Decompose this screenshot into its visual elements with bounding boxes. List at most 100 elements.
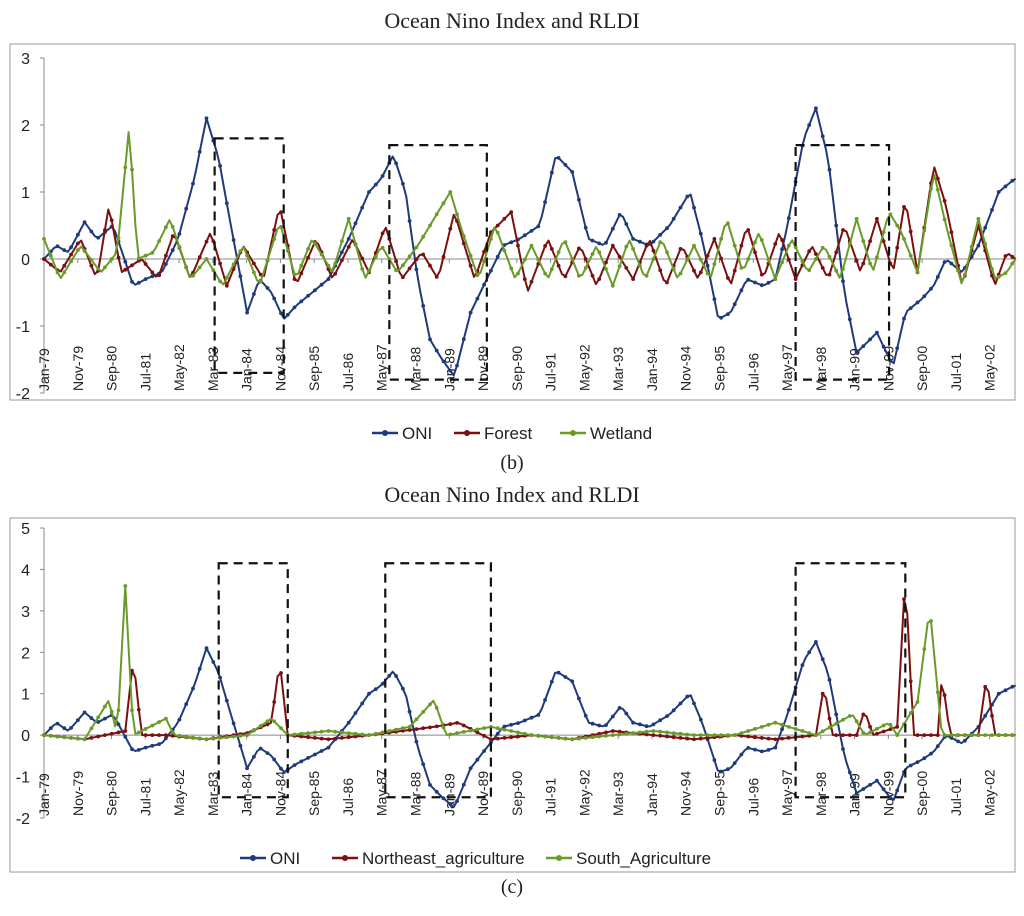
data-point [800, 259, 805, 264]
data-point [448, 722, 453, 726]
data-point [543, 200, 547, 205]
x-tick-label: May-87 [374, 769, 390, 816]
data-point [807, 650, 812, 655]
data-point [76, 232, 80, 237]
data-point [421, 234, 426, 239]
data-point [583, 713, 588, 718]
data-point [746, 228, 751, 232]
data-point [698, 270, 703, 275]
data-point [976, 243, 981, 248]
data-point [820, 729, 825, 734]
data-point [834, 733, 839, 737]
data-point [55, 244, 60, 249]
legend-item-South_Agriculture: South_Agriculture [546, 849, 711, 868]
data-point [401, 263, 405, 268]
data-point [414, 717, 419, 722]
data-point [881, 787, 886, 792]
data-point [922, 756, 927, 761]
data-point [238, 249, 243, 253]
data-point [935, 176, 940, 181]
data-point [875, 731, 879, 736]
data-point [610, 729, 615, 733]
data-point [55, 270, 60, 275]
data-point [705, 736, 710, 740]
data-point [922, 228, 927, 233]
data-point [191, 181, 195, 186]
data-point [1010, 261, 1015, 266]
x-tick-label: Jul-81 [137, 353, 153, 391]
data-point [150, 743, 155, 748]
x-tick-label: Sep-95 [711, 346, 727, 391]
data-point [238, 733, 243, 738]
data-point [509, 722, 514, 727]
data-point [698, 733, 703, 737]
legend-marker [250, 855, 256, 861]
data-point [285, 248, 290, 253]
data-point [597, 734, 602, 739]
data-point [617, 264, 622, 269]
data-point [82, 737, 87, 742]
data-point [895, 725, 900, 729]
data-point [766, 722, 771, 727]
data-point [401, 275, 405, 280]
legend-label: South_Agriculture [576, 849, 711, 868]
chart-0: -2 -1 0 1 2 3 Jan-79 Nov-79 Sep-80 Jul-81 May-82 Ma… [9, 43, 1017, 443]
data-point [644, 243, 649, 248]
data-point [211, 736, 216, 741]
data-point [678, 205, 683, 210]
data-point [401, 728, 405, 733]
data-point [665, 734, 669, 739]
data-point [103, 716, 107, 721]
data-point [150, 251, 155, 255]
data-point [671, 731, 676, 735]
x-tick-label: Mar-83 [205, 346, 221, 391]
data-point [136, 730, 141, 735]
data-point [610, 714, 615, 719]
data-point [549, 170, 554, 175]
data-point [360, 701, 365, 706]
data-point [651, 733, 656, 737]
data-point [495, 230, 500, 235]
data-point [868, 730, 872, 735]
data-point [983, 733, 988, 737]
data-point [164, 733, 168, 737]
data-point [434, 275, 439, 279]
x-tick-label: Sep-95 [711, 771, 727, 816]
data-point [272, 719, 277, 724]
data-point [590, 238, 595, 243]
data-point [428, 337, 432, 342]
data-point [245, 733, 250, 737]
data-point [299, 734, 304, 739]
data-point [340, 258, 344, 263]
x-tick-label: Jul-91 [543, 353, 559, 391]
data-point [793, 245, 798, 250]
data-point [434, 705, 439, 710]
data-point [766, 280, 771, 285]
data-point [1003, 271, 1008, 275]
data-point [766, 257, 771, 262]
data-point [164, 253, 168, 258]
highlight-box [794, 562, 907, 799]
data-point [719, 315, 723, 320]
data-point [888, 212, 893, 217]
x-tick-label: Jan-79 [36, 348, 52, 391]
data-point [732, 733, 737, 737]
data-point [698, 231, 703, 236]
data-point [387, 257, 392, 261]
data-point [448, 732, 453, 737]
y-tick-label: 3 [21, 51, 30, 68]
data-point [942, 693, 947, 697]
data-point [692, 737, 696, 742]
data-point [712, 262, 717, 266]
series-ONI [42, 640, 1017, 809]
data-point [407, 219, 412, 223]
data-point [617, 213, 622, 217]
data-point [604, 240, 608, 245]
data-point [583, 257, 588, 261]
data-point [597, 277, 602, 281]
data-point [786, 216, 791, 221]
x-tick-label: Jan-84 [239, 348, 255, 391]
data-point [712, 297, 717, 302]
data-point [136, 256, 141, 261]
data-point [671, 708, 676, 713]
